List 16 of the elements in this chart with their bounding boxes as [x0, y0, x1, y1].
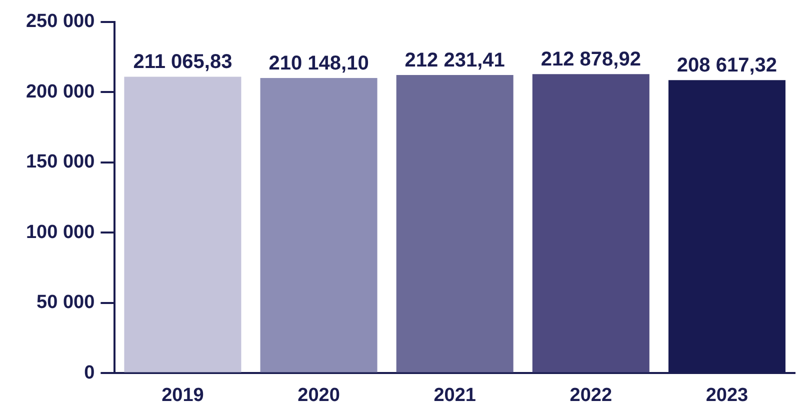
y-tick-label: 150 000: [26, 152, 95, 173]
x-tick-label: 2019: [162, 384, 204, 406]
y-tick-label: 250 000: [26, 11, 95, 32]
x-tick-label: 2022: [570, 384, 612, 406]
data-label: 211 065,83: [133, 51, 232, 74]
data-label: 210 148,10: [268, 52, 369, 74]
y-tick-label: 100 000: [26, 222, 95, 243]
data-label: 212 231,41: [404, 50, 505, 72]
y-tick-label: 0: [84, 362, 95, 384]
y-tick-label: 50 000: [36, 292, 95, 314]
x-tick-label: 2021: [434, 384, 476, 406]
x-tick-label: 2023: [706, 384, 748, 406]
y-tick-label: 200 000: [26, 81, 95, 102]
data-label: 212 878,92: [540, 48, 641, 71]
data-label: 208 617,32: [676, 54, 778, 77]
x-tick-label: 2020: [298, 384, 340, 406]
